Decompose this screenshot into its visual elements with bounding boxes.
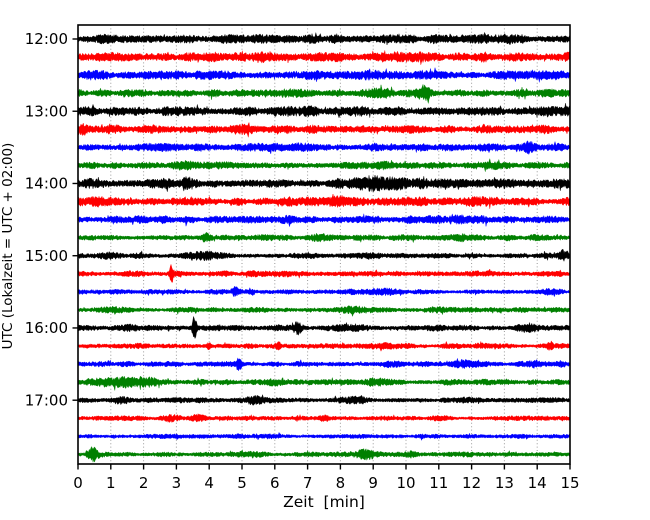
x-tick-label-2: 2 [139, 474, 149, 492]
x-tick-label-9: 9 [368, 474, 378, 492]
traces-group [77, 31, 571, 463]
trace-16:30 [77, 357, 571, 372]
trace-12:45 [77, 84, 571, 104]
trace-15:15 [77, 263, 571, 283]
x-tick-label-13: 13 [495, 474, 514, 492]
y-axis-label: UTC (Lokalzeit = UTC + 02:00) [0, 143, 16, 350]
trace-14:00 [77, 174, 571, 193]
y-tick-label-13:00: 13:00 [25, 102, 68, 120]
trace-14:45 [77, 232, 571, 244]
x-tick-label-1: 1 [106, 474, 116, 492]
y-tick-label-17:00: 17:00 [25, 391, 68, 409]
trace-15:00 [77, 249, 571, 262]
trace-16:45 [77, 375, 571, 391]
y-tick-label-14:00: 14:00 [25, 175, 68, 193]
trace-15:30 [77, 285, 571, 298]
x-tick-label-5: 5 [237, 474, 247, 492]
trace-13:45 [77, 158, 571, 172]
trace-13:15 [77, 121, 571, 138]
trace-12:00 [77, 31, 571, 46]
x-tick-label-4: 4 [204, 474, 214, 492]
y-tick-label-16:00: 16:00 [25, 319, 68, 337]
x-tick-label-3: 3 [172, 474, 182, 492]
trace-16:00 [77, 315, 571, 340]
plot-frame [77, 24, 571, 465]
axes-group [72, 24, 571, 470]
trace-15:45 [77, 305, 571, 317]
x-tick-label-0: 0 [73, 474, 83, 492]
x-tick-label-8: 8 [336, 474, 346, 492]
x-tick-label-7: 7 [303, 474, 313, 492]
trace-17:00 [77, 393, 571, 406]
x-tick-label-11: 11 [429, 474, 448, 492]
trace-12:30 [77, 67, 571, 83]
trace-14:15 [77, 193, 571, 209]
x-tick-label-14: 14 [528, 474, 547, 492]
x-tick-label-6: 6 [270, 474, 280, 492]
x-tick-label-12: 12 [462, 474, 481, 492]
trace-14:30 [77, 213, 571, 228]
trace-17:15 [77, 413, 571, 423]
trace-12:15 [77, 50, 571, 65]
tick-labels-group: 0 1 2 3 4 5 6 7 8 9 10 11 12 13 14 1512:0013:0014:0015:… [25, 30, 580, 492]
x-axis-label: Zeit [min] [283, 493, 365, 511]
y-tick-label-12:00: 12:00 [25, 30, 68, 48]
trace-13:00 [77, 103, 571, 119]
x-tick-label-15: 15 [560, 474, 579, 492]
trace-16:15 [77, 340, 571, 352]
x-tick-label-10: 10 [396, 474, 415, 492]
trace-17:45 [77, 446, 571, 463]
trace-17:30 [77, 431, 571, 441]
y-tick-label-15:00: 15:00 [25, 247, 68, 265]
trace-13:30 [77, 140, 571, 156]
